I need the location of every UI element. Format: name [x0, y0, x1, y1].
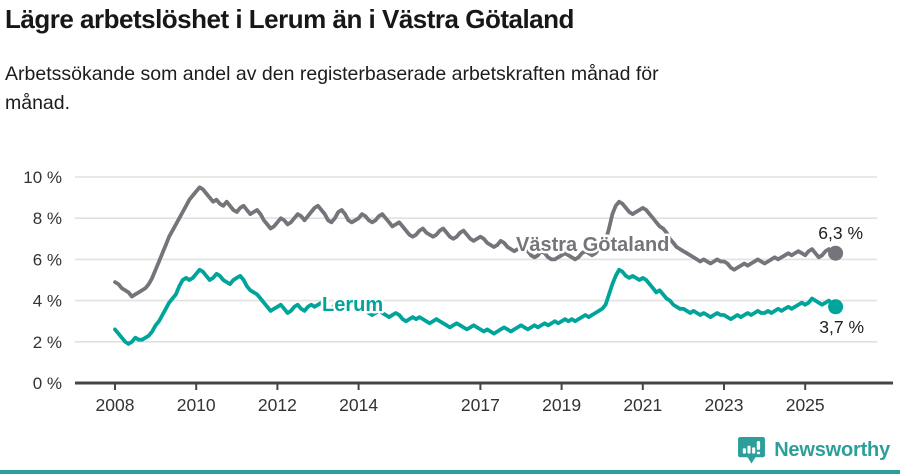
- x-axis-label-2017: 2017: [461, 395, 500, 415]
- x-axis-label-2021: 2021: [623, 395, 662, 415]
- y-axis-label-4pct: 4 %: [33, 292, 62, 311]
- x-axis-label-2010: 2010: [177, 395, 216, 415]
- chart-subtitle: Arbetssökande som andel av den registerb…: [5, 63, 659, 114]
- x-axis-label-2023: 2023: [705, 395, 744, 415]
- end-dot-v-stra-g-taland: [828, 245, 844, 261]
- y-axis-label-2pct: 2 %: [33, 333, 62, 352]
- series-line-v-stra-g-taland: [113, 185, 838, 299]
- end-value-label-lerum: 3,7 %: [819, 317, 864, 337]
- x-axis-label-2012: 2012: [258, 395, 297, 415]
- end-value-label-v-stra-g-taland: 6,3 %: [818, 223, 863, 243]
- x-axis-label-2025: 2025: [786, 395, 825, 415]
- newsworthy-footer: Newsworthy: [737, 435, 890, 465]
- x-axis-label-2014: 2014: [339, 395, 378, 415]
- y-axis-label-0pct: 0 %: [33, 374, 62, 393]
- y-axis-label-6pct: 6 %: [33, 250, 62, 269]
- series-label-lerum: Lerum: [322, 294, 383, 316]
- x-axis-label-2019: 2019: [542, 395, 581, 415]
- footer-accent-bar: [0, 470, 900, 474]
- series-line-lerum: [113, 267, 838, 346]
- chart-title: Lägre arbetslöshet i Lerum än i Västra G…: [5, 4, 574, 34]
- newsworthy-logo-icon: [738, 436, 766, 463]
- series-label-v-stra-g-taland: Västra Götaland: [516, 234, 669, 256]
- newsworthy-brand-text: Newsworthy: [774, 438, 890, 461]
- y-axis-label-10pct: 10 %: [23, 168, 62, 187]
- end-dot-lerum: [828, 299, 844, 315]
- x-axis-label-2008: 2008: [96, 395, 135, 415]
- y-axis-label-8pct: 8 %: [33, 209, 62, 228]
